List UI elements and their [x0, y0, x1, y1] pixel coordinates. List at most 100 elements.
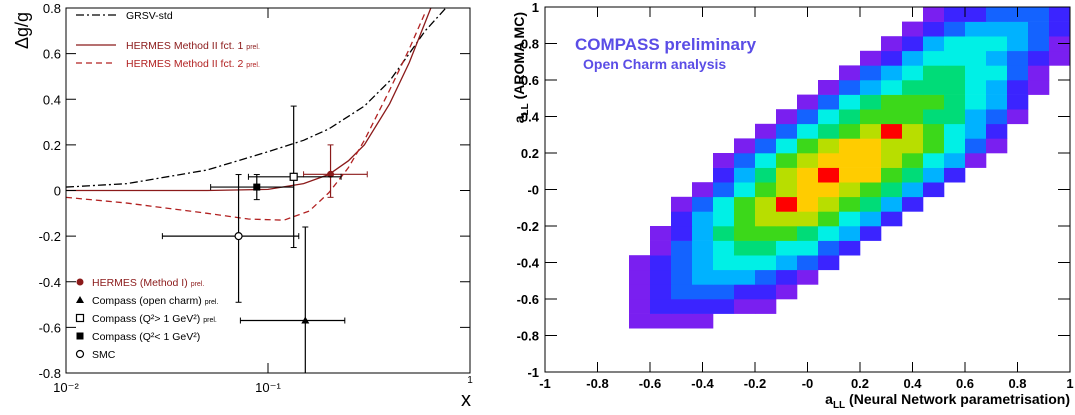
marker — [289, 172, 298, 181]
heat-cell — [713, 269, 735, 285]
heat-cell — [713, 109, 734, 124]
heat-cell — [608, 226, 629, 241]
heat-cell — [587, 284, 608, 299]
heat-cell — [986, 226, 1007, 241]
heat-cell — [713, 343, 734, 358]
heat-cell — [776, 7, 797, 22]
heat-cell — [566, 328, 587, 343]
heat-cell — [818, 270, 839, 285]
heat-cell — [629, 269, 651, 285]
heat-cell — [566, 153, 587, 168]
heat-cell — [587, 80, 608, 95]
y-tick-label: 0 — [54, 184, 61, 199]
heat-cell — [965, 197, 986, 212]
heat-cell — [902, 50, 924, 66]
heat-cell — [944, 80, 966, 95]
heat-cell — [755, 7, 776, 22]
heat-cell — [923, 197, 944, 212]
heat-cell — [986, 7, 1008, 22]
heat-cell — [734, 269, 756, 285]
heat-cell — [902, 299, 923, 314]
heat-cell — [839, 255, 860, 270]
heat-cell — [986, 153, 1007, 168]
y-tick-label: 0.8 — [521, 37, 539, 52]
heat-cell — [755, 196, 777, 212]
heat-cell — [650, 109, 671, 124]
heat-cell — [629, 226, 650, 241]
heat-cell — [608, 343, 629, 358]
y-tick-label: -1 — [527, 365, 539, 380]
heat-cell — [986, 182, 1007, 197]
heat-cell — [650, 95, 671, 110]
heat-cell — [776, 240, 798, 256]
heat-cell — [1028, 124, 1049, 139]
legend-text: HERMES Method II fct. 1 — [126, 40, 243, 52]
x-tick-label: -1 — [539, 376, 551, 391]
heat-cell — [839, 22, 860, 37]
legend-label: HERMES (Method I) prel. — [92, 277, 204, 289]
heat-cell — [1028, 7, 1050, 22]
heat-cell — [965, 182, 986, 197]
heat-cell — [671, 313, 693, 329]
heat-cell — [755, 314, 776, 329]
heat-cell — [944, 270, 965, 285]
heat-cell — [566, 270, 587, 285]
heat-cell — [566, 255, 587, 270]
heat-cell — [986, 36, 1008, 52]
heat-cell — [1028, 284, 1049, 299]
heat-cell — [713, 299, 735, 314]
y-tick-label: -0 — [527, 183, 539, 198]
heat-cell — [776, 95, 797, 110]
heat-cell — [902, 123, 924, 139]
heat-cell — [860, 80, 882, 95]
heat-cell — [1049, 343, 1070, 358]
heat-cell — [1028, 21, 1050, 37]
heat-cell — [671, 328, 692, 343]
curve — [66, 8, 432, 192]
heat-cell — [755, 182, 777, 198]
heat-cell — [923, 328, 944, 343]
heat-cell — [734, 299, 756, 314]
heat-cell — [713, 167, 735, 183]
legend-note: prel. — [246, 44, 260, 51]
y-tick-label: -0.6 — [517, 292, 539, 307]
heat-cell — [881, 343, 902, 358]
heat-cell — [713, 357, 734, 372]
heat-cell — [1007, 284, 1028, 299]
heat-cell — [965, 270, 986, 285]
heat-cell — [860, 167, 882, 183]
legend-label: GRSV-std — [126, 10, 173, 22]
heat-cell — [839, 167, 861, 183]
heat-cell — [881, 22, 902, 37]
heat-cell — [1049, 226, 1070, 241]
heat-cell — [1049, 138, 1070, 153]
heat-cell — [776, 284, 798, 300]
heat-cell — [629, 357, 650, 372]
legend-label: Compass (Q²< 1 GeV²) — [92, 331, 200, 343]
heat-cell — [881, 123, 903, 139]
heat-cell — [755, 36, 776, 51]
heat-cell — [776, 196, 798, 212]
heat-cell — [713, 95, 734, 110]
heat-cell — [608, 197, 629, 212]
heat-cell — [881, 211, 903, 227]
heat-cell — [923, 226, 944, 241]
legend-text: HERMES (Method I) — [92, 277, 188, 289]
heat-cell — [1028, 182, 1049, 197]
heat-cell — [902, 80, 924, 95]
y-tick-label: -0.2 — [517, 219, 539, 234]
heat-cell — [713, 153, 735, 168]
heat-cell — [692, 138, 713, 153]
heat-cell — [545, 343, 566, 358]
heat-cell — [1007, 21, 1029, 37]
heat-cell — [566, 7, 587, 22]
heat-cell — [1028, 211, 1049, 226]
heat-cell — [986, 123, 1008, 139]
heat-cell — [797, 22, 818, 37]
heat-cell — [923, 270, 944, 285]
annotation: Open Charm analysis — [583, 56, 726, 72]
heat-cell — [965, 36, 987, 52]
heat-cell — [587, 168, 608, 183]
heat-cell — [881, 80, 903, 95]
x-tick-label: 0.2 — [851, 376, 869, 391]
